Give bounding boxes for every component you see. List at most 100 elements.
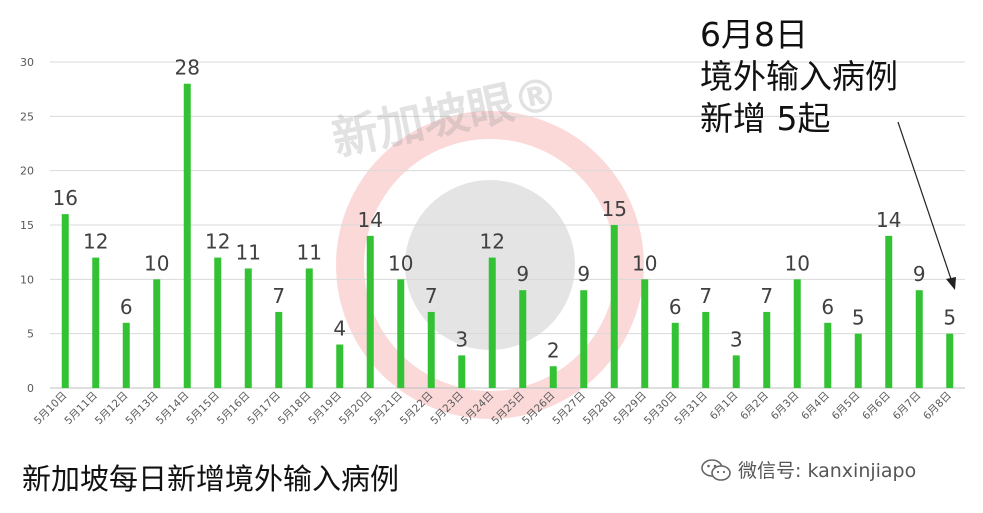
x-tick-label: 5月19日 [306,390,344,428]
y-tick-label: 5 [27,328,34,341]
bar [641,279,649,388]
data-label: 3 [730,327,743,351]
x-tick-label: 6月7日 [891,390,924,423]
wechat-icon [701,458,731,481]
y-tick-label: 10 [20,273,34,286]
bar [671,322,679,388]
x-tick-label: 5月29日 [611,390,649,428]
data-label: 2 [547,338,560,362]
data-label: 11 [236,240,261,264]
bar [122,322,130,388]
bar [580,290,588,388]
y-tick-label: 20 [20,165,34,178]
bar [915,290,923,388]
bars [61,83,954,388]
data-label: 9 [516,262,529,286]
data-label: 7 [272,284,285,308]
bar [702,311,710,388]
data-label: 11 [297,240,322,264]
bar [214,257,222,388]
bar [519,290,527,388]
data-label: 6 [669,295,682,319]
annotation-arrow [897,121,956,290]
gridlines [50,61,965,389]
data-label: 6 [120,295,133,319]
data-label: 5 [852,306,865,330]
x-tick-label: 5月20日 [337,390,375,428]
data-label: 10 [144,251,169,275]
y-tick-label: 30 [20,56,34,69]
chart-caption: 新加坡每日新增境外输入病例 [22,462,400,496]
bar [549,366,557,388]
data-label: 7 [425,284,438,308]
bar [427,311,435,388]
bar [336,344,344,388]
bar [92,257,100,388]
data-label: 4 [333,317,346,341]
x-tick-label: 5月10日 [32,390,70,428]
x-tick-label: 5月14日 [154,390,192,428]
bar [183,83,191,388]
x-tick-label: 5月30日 [642,390,680,428]
data-label: 6 [821,295,834,319]
x-tick-label: 5月13日 [123,390,161,428]
bar [793,279,801,388]
x-tick-label: 5月28日 [581,390,619,428]
x-tick-label: 6月4日 [799,390,832,423]
x-tick-label: 6月2日 [738,390,771,423]
data-label: 3 [455,327,468,351]
wechat-badge: 微信号: kanxinjiapo [700,456,916,483]
x-tick-label: 5月31日 [672,390,710,428]
bar [397,279,405,388]
data-label: 15 [602,197,627,221]
data-label: 10 [785,251,810,275]
data-label: 16 [53,186,78,210]
x-tick-label: 6月6日 [860,390,893,423]
x-tick-label: 5月16日 [215,390,253,428]
data-label: 10 [632,251,657,275]
x-tick-label: 5月21日 [367,390,405,428]
bar [61,214,69,388]
data-label: 9 [913,262,926,286]
x-tick-label: 6月1日 [708,390,741,423]
x-tick-label: 6月8日 [921,390,954,423]
x-tick-label: 6月3日 [769,390,802,423]
y-tick-label: 25 [20,110,34,123]
annotation-subject: 境外输入病例 [700,57,898,96]
data-label: 12 [480,230,505,254]
data-label: 7 [760,284,773,308]
wechat-id: 微信号: kanxinjiapo [738,460,917,482]
bar [946,333,954,388]
annotation-date: 6月8日 [700,15,808,54]
y-axis-ticks: 0 5 10 15 20 25 30 [20,56,34,395]
annotation-count: 新增 5起 [700,99,831,138]
bar [153,279,161,388]
data-label: 10 [388,251,413,275]
bar [885,235,893,388]
x-tick-label: 5月17日 [245,390,283,428]
bar [458,355,466,388]
data-label: 12 [83,230,108,254]
bar [854,333,862,388]
data-label: 14 [876,208,901,232]
x-tick-label: 6月5日 [830,390,863,423]
data-label: 7 [699,284,712,308]
bar [488,257,496,388]
bar [824,322,832,388]
y-tick-label: 15 [20,219,34,232]
data-label: 14 [358,208,383,232]
bar [366,235,374,388]
bar [244,268,252,388]
data-label: 9 [577,262,590,286]
data-label: 5 [943,306,956,330]
bar [732,355,740,388]
x-tick-label: 5月18日 [276,390,314,428]
bar [610,225,618,388]
x-tick-label: 5月12日 [93,390,131,428]
data-label: 12 [205,230,230,254]
x-tick-label: 5月11日 [62,390,100,428]
bar [763,311,771,388]
bar [275,311,283,388]
x-tick-label: 5月15日 [184,390,222,428]
